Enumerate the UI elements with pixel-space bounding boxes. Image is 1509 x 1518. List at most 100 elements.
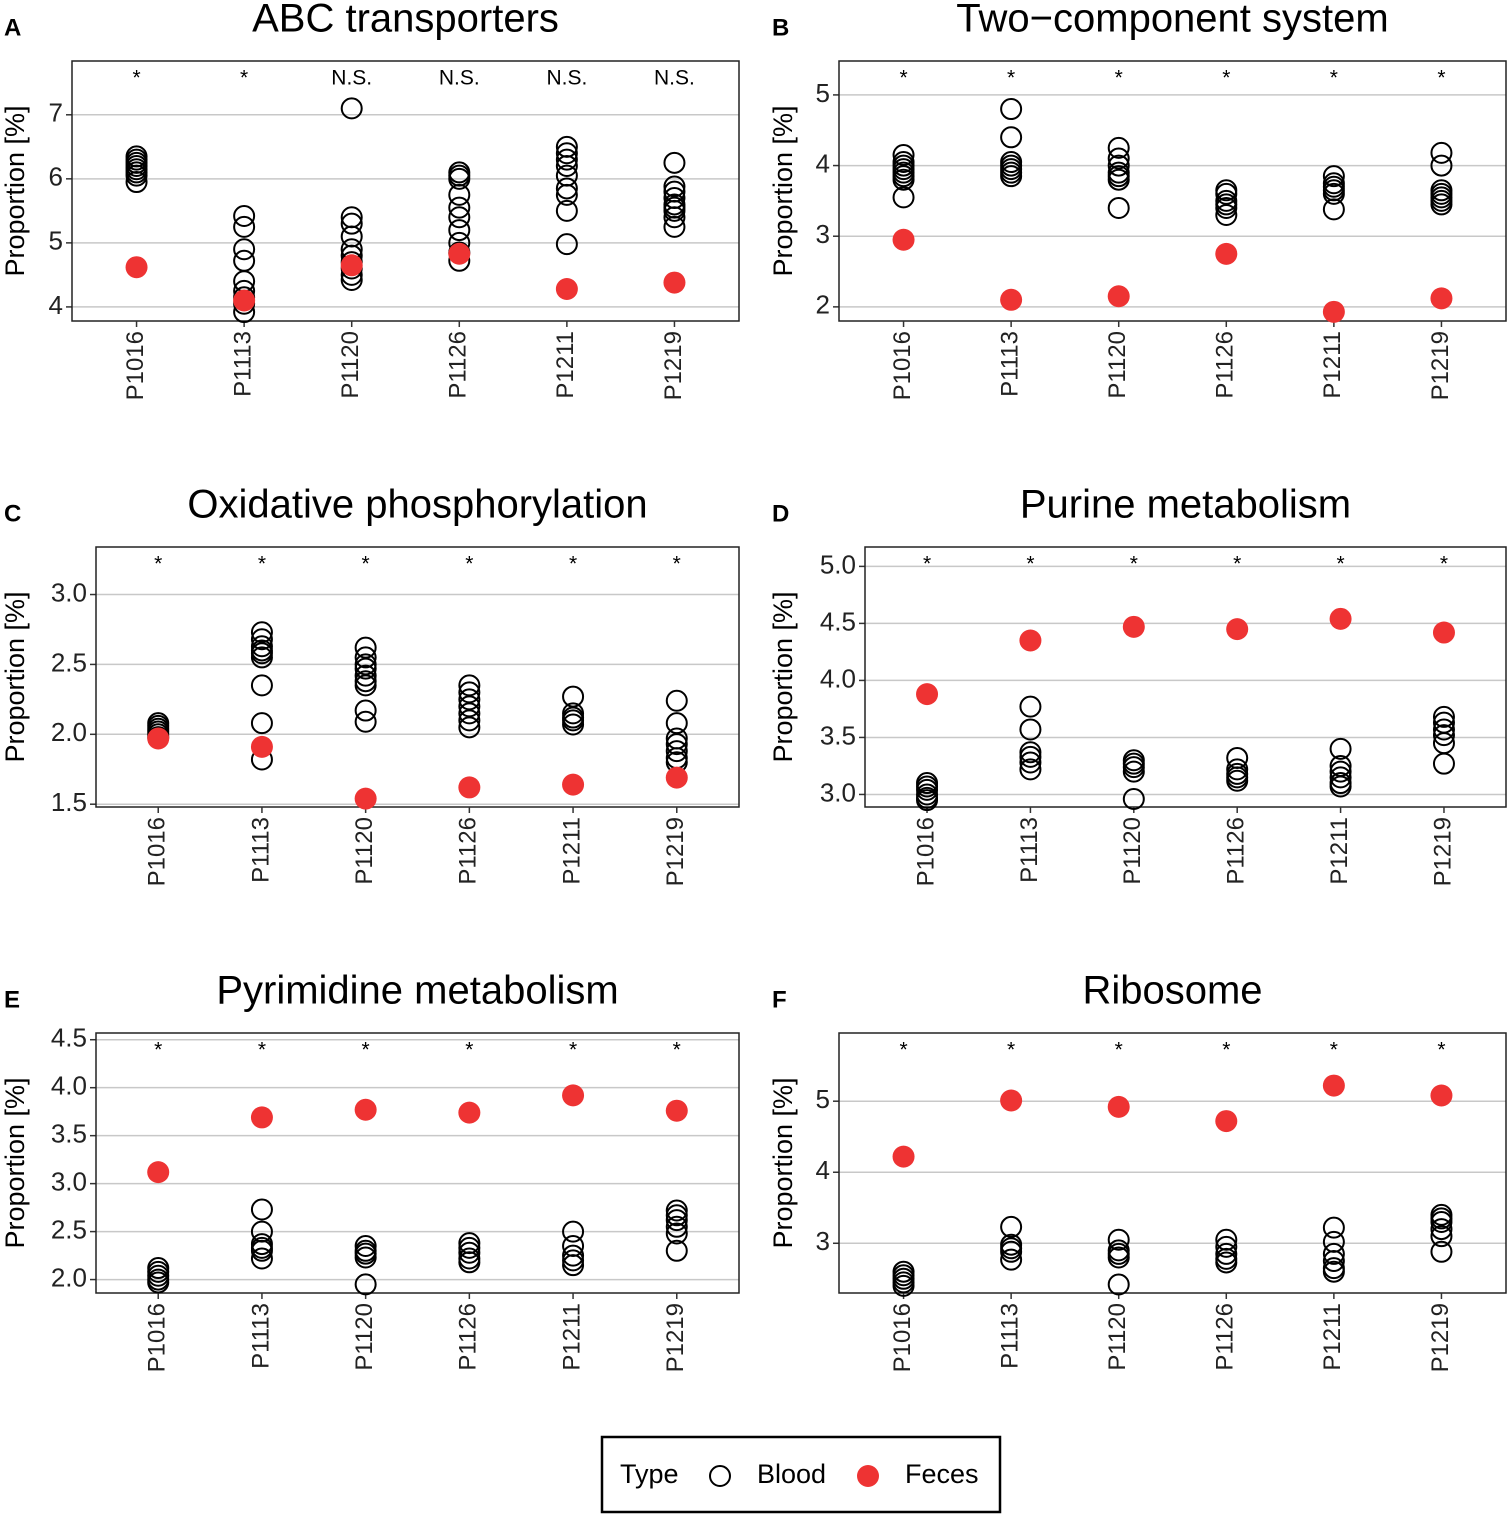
feces-point [665,1099,688,1122]
blood-point [663,151,686,174]
x-tick-label: P1211 [552,331,579,399]
blood-point [665,1239,688,1262]
y-axis-label: Proportion [%] [0,1077,30,1248]
x-tick-label: P1016 [889,1303,916,1372]
legend-box [600,1435,1002,1514]
blood-point [233,204,256,227]
significance-label: * [1437,1039,1445,1062]
significance-label: * [923,553,931,576]
x-tick-label: P1126 [1212,331,1239,399]
blood-point [458,1241,481,1264]
blood-point [1430,193,1453,216]
blood-point [555,155,578,178]
blood-point [1329,760,1352,783]
significance-label: * [1115,1039,1123,1062]
y-axis-label: Proportion [%] [0,105,30,276]
x-tick-label: P1219 [1429,817,1456,886]
plot-border [838,60,1507,322]
blood-point [555,183,578,206]
legend-title: Type [620,1459,679,1489]
blood-point [1215,196,1238,219]
feces-point [1215,242,1238,265]
x-tick-label: P1120 [1104,331,1131,399]
blood-point [1107,1228,1130,1251]
blood-point [665,1222,688,1245]
feces-point [1215,1110,1238,1133]
feces-point [458,1101,481,1124]
blood-point [354,1234,377,1257]
blood-point [354,646,377,669]
significance-label: * [240,67,248,90]
blood-point [555,199,578,222]
feces-point [1226,618,1249,641]
plot-border [838,1032,1507,1294]
blood-point [1107,147,1130,170]
x-tick-label: P1016 [144,817,171,886]
significance-label: * [569,1039,577,1062]
blood-point [354,1246,377,1269]
blood-point [250,646,273,669]
x-tick-label: P1016 [122,331,149,400]
blood-point [1322,1230,1345,1253]
significance-label: * [465,553,473,576]
panel-letter: D [772,500,789,527]
significance-label: * [362,1039,370,1062]
significance-label: * [1026,553,1034,576]
blood-point [1432,718,1455,741]
panel-title: Two−component system [956,0,1388,41]
blood-point [448,206,471,229]
x-tick-label: P1126 [1223,817,1250,885]
blood-point [448,196,471,219]
blood-point [1322,182,1345,205]
x-tick-label: P1126 [1212,1303,1239,1371]
blood-point [665,1199,688,1222]
x-tick-label: P1016 [912,817,939,886]
plot-border [95,1032,740,1294]
x-tick-label: P1211 [1319,1303,1346,1371]
significance-label: N.S. [439,67,480,90]
panel-letter: C [4,500,21,527]
blood-point [665,1204,688,1227]
blood-point [1430,1210,1453,1233]
blood-point [1019,695,1042,718]
x-tick-label: P1113 [229,331,256,397]
blood-point [1226,769,1249,792]
panel-title: Pyrimidine metabolism [216,969,618,1013]
blood-point [458,1251,481,1274]
blood-point [555,142,578,165]
blood-point [663,215,686,238]
significance-label: * [1233,553,1241,576]
feces-point [1000,288,1023,311]
legend-feces-marker [857,1465,879,1487]
significance-label: * [362,553,370,576]
feces-point [354,787,377,810]
significance-label: * [899,67,907,90]
blood-point [892,143,915,166]
panel-title: ABC transporters [252,0,559,41]
x-tick-label: P1120 [1104,1303,1131,1371]
feces-point [1019,629,1042,652]
blood-point [1215,1251,1238,1274]
feces-point [250,1106,273,1129]
significance-label: * [465,1039,473,1062]
blood-point [1329,737,1352,760]
significance-label: N.S. [654,67,695,90]
blood-point [250,1198,273,1221]
blood-point [1430,1218,1453,1241]
x-tick-label: P1120 [1119,817,1146,885]
blood-point [354,674,377,697]
y-tick-label: 3.0 [820,777,856,807]
blood-point [665,740,688,763]
blood-point [1000,1240,1023,1263]
blood-point [1432,752,1455,775]
significance-label: * [1440,553,1448,576]
blood-point [1430,154,1453,177]
y-tick-label: 3 [816,1226,830,1256]
x-tick-label: P1211 [1319,331,1346,399]
x-tick-label: P1113 [1016,817,1043,883]
x-tick-label: P1211 [558,1303,585,1371]
blood-point [1000,98,1023,121]
y-tick-label: 5 [816,78,830,108]
y-tick-label: 4.0 [820,663,856,693]
blood-point [458,709,481,732]
